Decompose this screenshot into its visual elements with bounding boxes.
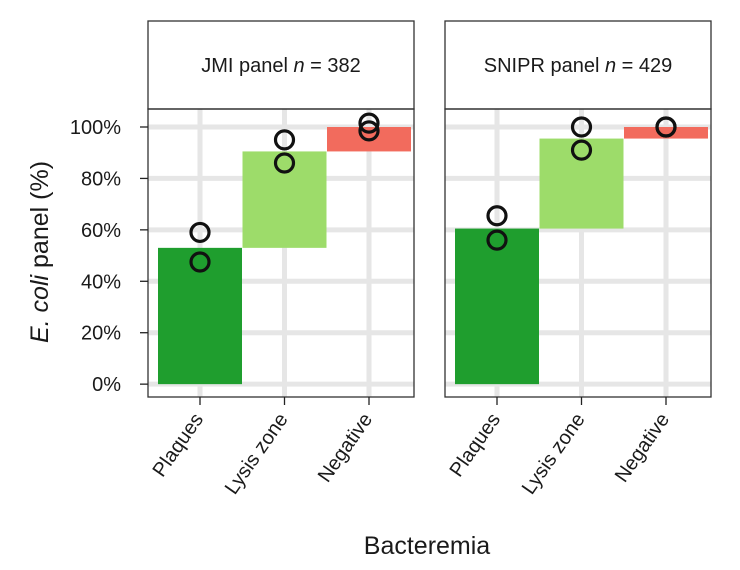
panel-1-x-tick-label-3: Negative	[314, 409, 377, 486]
panel-1-title-suffix: = 382	[305, 55, 361, 77]
panel-2-bar-3	[624, 127, 708, 139]
panel-1-plot-frame	[147, 108, 415, 398]
panel-1-title: JMI panel n = 382	[201, 55, 361, 77]
panel-2-x-tick-label-3: Negative	[611, 409, 674, 486]
panel-1-bar-1	[158, 247, 242, 385]
y-tick-label-4: 80%	[81, 168, 121, 190]
y-tick-label-0: 0%	[92, 374, 121, 396]
y-tick-label-1: 20%	[81, 323, 121, 345]
panel-2-x-tick-label-2: Lysis zone	[518, 409, 590, 498]
panel-2-title-prefix: SNIPR panel	[484, 55, 605, 77]
panel-2-bar-2	[539, 138, 624, 229]
x-axis-title: Bacteremia	[364, 532, 491, 560]
panel-1-title-prefix: JMI panel	[201, 55, 293, 77]
panel-1-point-1-2	[189, 251, 211, 273]
panel-2-point-1-1	[486, 205, 508, 227]
y-axis-title-italic: E. coli	[26, 273, 54, 343]
y-tick-label-5: 100%	[70, 117, 121, 139]
y-axis-title: E. coli panel (%)	[26, 161, 54, 343]
panel-2-title: SNIPR panel n = 429	[484, 55, 672, 77]
panel-2-x-tick-label-1: Plaques	[446, 409, 505, 481]
panel-2-point-3-2	[655, 116, 677, 138]
panel-2-point-2-2	[570, 139, 593, 161]
panel-2-bar-1	[455, 228, 539, 385]
panel-1-title-n: n	[293, 55, 304, 77]
panel-1-point-2-2	[273, 152, 296, 174]
panel-1-bar-2	[242, 151, 327, 248]
panel-1-point-3-2	[358, 120, 380, 142]
panel-1-point-3-1	[358, 112, 380, 134]
y-tick-label-3: 60%	[81, 220, 121, 242]
y-tick-label-2: 40%	[81, 271, 121, 293]
panel-1-point-1-1	[189, 221, 211, 244]
panel-1-point-2-1	[273, 129, 296, 151]
panel-2-title-suffix: = 429	[616, 55, 672, 77]
panel-2-title-n: n	[605, 55, 616, 77]
panel-2-point-1-2	[486, 229, 508, 251]
panel-1-x-tick-label-1: Plaques	[149, 409, 208, 481]
panel-2-plot-frame	[444, 108, 712, 398]
panel-2-point-2-1	[570, 116, 593, 138]
panel-1-x-tick-label-2: Lysis zone	[221, 409, 293, 498]
y-axis-title-rest: panel (%)	[26, 161, 54, 275]
